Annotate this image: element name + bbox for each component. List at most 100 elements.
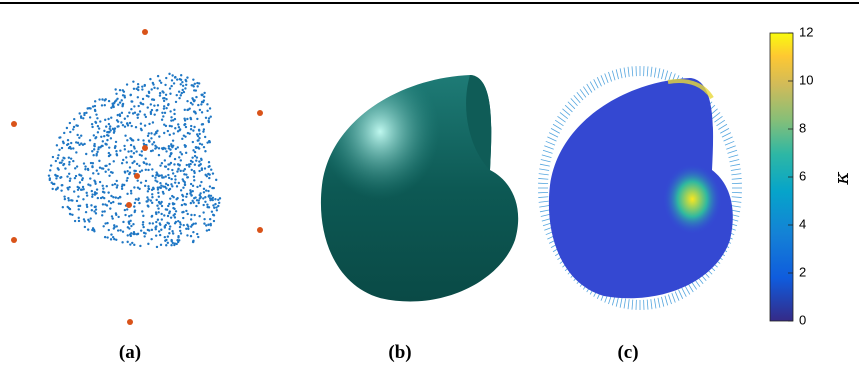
normal-arrow — [654, 68, 656, 78]
point — [75, 141, 77, 143]
point — [201, 143, 203, 145]
point — [53, 183, 55, 185]
point — [163, 132, 165, 134]
point — [192, 149, 194, 151]
point — [192, 241, 194, 243]
point — [145, 200, 147, 202]
point — [93, 134, 95, 136]
normal-arrow — [665, 71, 668, 81]
point — [69, 131, 71, 133]
point — [102, 225, 104, 227]
point — [196, 199, 198, 201]
point — [204, 136, 206, 138]
point — [92, 154, 94, 156]
point — [171, 74, 173, 76]
point — [97, 125, 99, 127]
point — [52, 188, 54, 190]
point — [205, 224, 207, 226]
point — [203, 191, 205, 193]
point — [153, 104, 155, 106]
point — [168, 177, 170, 179]
point — [159, 80, 161, 82]
point — [61, 159, 63, 161]
control-points — [11, 29, 263, 325]
point — [151, 215, 153, 217]
point — [150, 150, 152, 152]
point — [73, 126, 75, 128]
point — [200, 94, 202, 96]
point — [193, 85, 195, 87]
point — [171, 195, 173, 197]
point — [147, 188, 149, 190]
point — [179, 221, 181, 223]
point — [151, 196, 153, 198]
point — [108, 229, 110, 231]
point — [69, 180, 71, 182]
point — [186, 109, 188, 111]
point — [59, 162, 61, 164]
normal-arrow — [731, 201, 741, 202]
point — [148, 163, 150, 165]
point — [165, 208, 167, 210]
point — [213, 187, 215, 189]
point — [175, 198, 177, 200]
point — [145, 169, 147, 171]
point — [91, 193, 93, 195]
point — [174, 178, 176, 180]
point — [96, 188, 98, 190]
point — [182, 195, 184, 197]
point — [129, 172, 131, 174]
point — [68, 161, 70, 163]
point — [215, 179, 217, 181]
point — [118, 202, 120, 204]
point — [138, 202, 140, 204]
point — [132, 112, 134, 114]
point — [203, 146, 205, 148]
point — [78, 112, 80, 114]
panel-label: (c) — [617, 342, 638, 363]
point — [84, 165, 86, 167]
point — [133, 244, 135, 246]
point — [165, 239, 167, 241]
point — [116, 98, 118, 100]
point — [203, 99, 205, 101]
normal-arrow — [624, 299, 626, 309]
point — [170, 178, 172, 180]
point — [137, 89, 139, 91]
point — [175, 221, 177, 223]
point — [82, 144, 84, 146]
point — [113, 129, 115, 131]
point — [126, 241, 128, 243]
point — [190, 191, 192, 193]
point — [76, 165, 78, 167]
point — [101, 196, 103, 198]
point — [183, 203, 185, 205]
normal-arrow — [539, 201, 549, 202]
point — [195, 96, 197, 98]
point — [64, 198, 66, 200]
point — [97, 173, 99, 175]
normal-arrow — [583, 87, 589, 95]
point — [75, 175, 77, 177]
point — [201, 111, 203, 113]
point — [204, 201, 206, 203]
normal-arrow — [724, 137, 733, 141]
point — [217, 205, 219, 207]
point — [128, 112, 130, 114]
point — [124, 135, 126, 137]
normal-arrow — [539, 169, 549, 171]
point — [106, 236, 108, 238]
point — [207, 166, 209, 168]
point — [80, 189, 82, 191]
point — [174, 76, 176, 78]
point — [153, 113, 155, 115]
point — [177, 236, 179, 238]
point — [208, 173, 210, 175]
point — [157, 75, 159, 77]
point — [182, 89, 184, 91]
point — [91, 165, 93, 167]
point — [176, 185, 178, 187]
point — [102, 187, 104, 189]
normal-arrow — [729, 160, 739, 162]
point — [94, 193, 96, 195]
